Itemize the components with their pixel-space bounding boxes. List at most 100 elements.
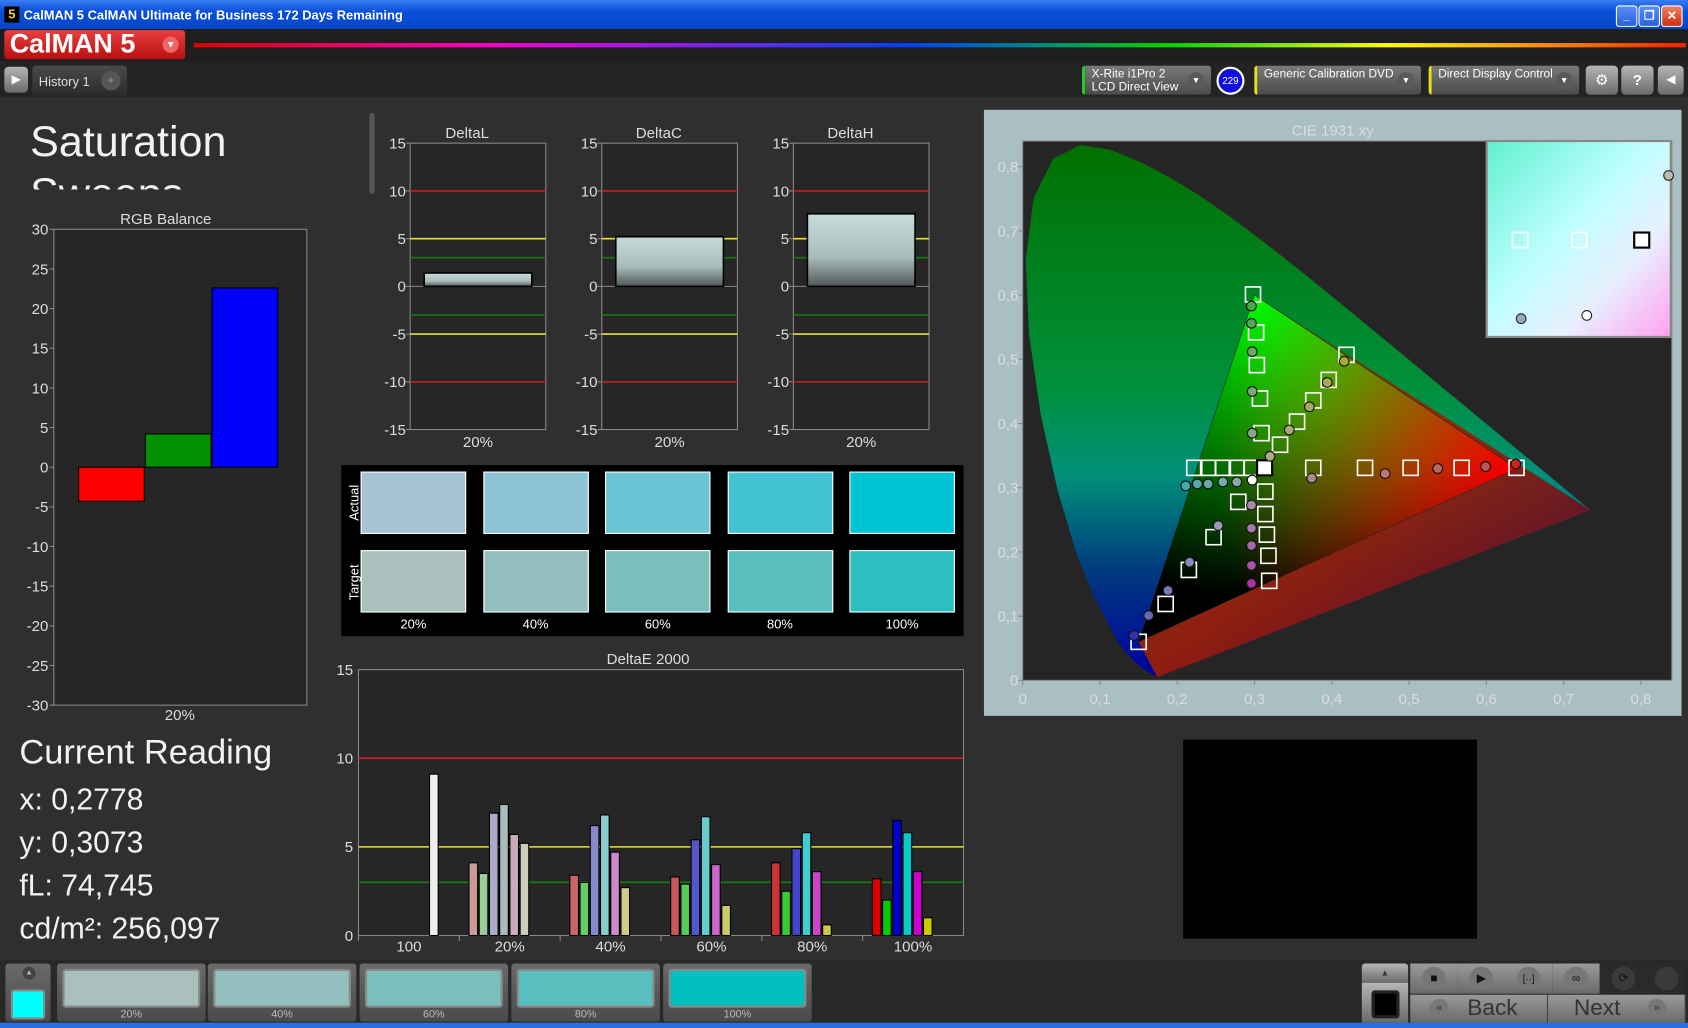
swatch-comparison: Actual Target 20% 40% 60% 80% 100% — [341, 465, 964, 637]
x-tick-label: 0,6 — [1476, 691, 1497, 708]
actual-marker-B — [1212, 520, 1224, 532]
target-marker-M — [1257, 505, 1274, 523]
deltae-bar-20%-B — [488, 812, 499, 937]
actual-marker-B — [1128, 630, 1140, 641]
meter-selector[interactable]: X-Rite i1Pro 2 LCD Direct View ▼ — [1081, 65, 1212, 95]
y-tick-label: 0,6 — [997, 288, 1018, 305]
actual-marker-C — [1191, 478, 1203, 490]
meter-mode: LCD Direct View — [1091, 80, 1179, 94]
actual-marker-B — [1184, 556, 1196, 568]
y-tick-label: 10 — [581, 183, 598, 200]
back-button[interactable]: « Back — [1410, 994, 1549, 1023]
y-tick-label: -15 — [576, 422, 598, 439]
bottom-bar: ▲ 20% 40% 60% 80% 100% ▲ ■ ▶ [··] ∞ ⟳ « Back… — [0, 960, 1688, 1023]
y-tick-label: 15 — [389, 136, 406, 153]
close-button[interactable]: ✕ — [1661, 5, 1683, 27]
actual-marker-G — [1246, 317, 1257, 329]
white-target-marker — [1255, 459, 1274, 477]
title-bar: 5 CalMAN 5 CalMAN Ultimate for Business … — [0, 0, 1688, 30]
scrollbar[interactable] — [369, 113, 375, 194]
patch-button-80%[interactable]: 80% — [511, 963, 660, 1022]
actual-marker-M — [1246, 578, 1257, 589]
y-tick-label: 10 — [32, 380, 49, 397]
refresh-button[interactable]: ⟳ — [1599, 963, 1648, 994]
restore-button[interactable]: ❐ — [1638, 5, 1661, 27]
x-tick-label: 0,2 — [1167, 691, 1188, 708]
actual-marker-G — [1246, 346, 1258, 358]
target-marker-R — [1453, 459, 1470, 477]
actual-marker-G — [1246, 300, 1257, 312]
deltae-bar-40%-B — [589, 825, 600, 937]
delta-chart-title: DeltaC — [636, 125, 682, 142]
page-title: Saturation Sweeps — [30, 118, 227, 189]
record-button[interactable] — [1647, 963, 1685, 994]
target-marker-C — [1199, 459, 1217, 477]
actual-marker-B — [1162, 585, 1174, 596]
tab-label: History 1 — [38, 74, 90, 90]
y-tick-label: 0,5 — [997, 352, 1018, 369]
chevron-up-icon[interactable]: ▲ — [1361, 963, 1409, 983]
chart-title: RGB Balance — [120, 211, 211, 228]
x-category-label: 40% — [595, 939, 625, 956]
patch-label: 40% — [271, 1008, 293, 1021]
rgb-bar-G — [144, 433, 212, 468]
patch-button-40%[interactable]: 40% — [207, 963, 357, 1022]
meter-badge[interactable]: 229 — [1216, 66, 1245, 95]
chevron-up-icon[interactable]: ▲ — [22, 966, 36, 980]
range-button[interactable]: [··] — [1504, 963, 1554, 994]
reading-y: y: 0,3073 — [19, 825, 144, 860]
actual-marker-C — [1202, 478, 1214, 490]
display-selector[interactable]: Direct Display Control ▼ — [1428, 65, 1580, 95]
play-button[interactable]: ▶ — [1457, 963, 1507, 994]
y-tick-label: 0 — [781, 279, 789, 296]
y-tick-label: 0,8 — [997, 159, 1018, 176]
deltae-2000-chart: DeltaE 2000 0 5 10 15 100 20% 40% 60% 80% 100% — [336, 651, 965, 956]
loop-button[interactable]: ∞ — [1552, 963, 1601, 994]
patch-button-100%[interactable]: 100% — [663, 963, 812, 1022]
y-tick-label: 0 — [345, 928, 353, 945]
target-marker-Y — [1271, 436, 1289, 454]
back-label: Back — [1467, 995, 1518, 1021]
chevron-down-icon: ▼ — [162, 36, 179, 53]
actual-marker-R — [1510, 458, 1522, 470]
stop-button[interactable]: ■ — [1410, 963, 1459, 994]
tab-history-1[interactable]: History 1 + — [32, 65, 128, 96]
x-tick-label: 0,4 — [1321, 691, 1342, 708]
y-tick-label: -5 — [584, 326, 597, 343]
gear-icon: ⚙ — [1595, 71, 1609, 89]
help-button[interactable]: ? — [1621, 65, 1654, 95]
y-tick-label: 5 — [589, 231, 597, 248]
delta-lch-charts: DeltaL 15 10 5 0 -5 -10 -15 20% DeltaC 15 10 5 0 -5 -10… — [384, 125, 930, 451]
actual-marker-G — [1246, 427, 1258, 439]
collapse-button[interactable]: ◀ — [1657, 65, 1684, 95]
delta-chart-title: DeltaL — [445, 125, 489, 142]
expand-sidebar-button[interactable]: ▶ — [4, 66, 28, 93]
settings-button[interactable]: ⚙ — [1585, 65, 1619, 95]
target-swatch — [360, 550, 467, 613]
patch-color — [213, 968, 351, 1008]
patch-button-20%[interactable]: 20% — [57, 963, 206, 1022]
inset-actual-marker — [1515, 313, 1527, 325]
target-label: Target — [346, 564, 362, 601]
deltae-bar-40%-R — [569, 874, 579, 937]
source-name: Generic Calibration DVD — [1263, 67, 1394, 81]
display-name: Direct Display Control — [1438, 67, 1553, 81]
source-selector[interactable]: Generic Calibration DVD ▼ — [1254, 65, 1422, 95]
deltae-bar-80%-R — [770, 862, 781, 937]
patch-button-60%[interactable]: 60% — [359, 963, 509, 1022]
reading-cdm2: cd/m²: 256,097 — [19, 911, 221, 946]
x-category-label: 20% — [463, 434, 493, 451]
y-tick-label: 25 — [32, 261, 49, 278]
x-tick-label: 0,5 — [1399, 691, 1420, 708]
add-tab-button[interactable]: + — [101, 71, 121, 91]
target-marker-B — [1157, 595, 1175, 613]
stop-measure-button[interactable] — [1361, 982, 1409, 1023]
y-tick-label: -10 — [27, 539, 49, 556]
infinity-icon: ∞ — [1564, 966, 1588, 991]
next-button[interactable]: Next » — [1548, 994, 1686, 1023]
minimize-button[interactable]: _ — [1615, 5, 1638, 27]
delta-bar — [423, 272, 533, 288]
calman-menu-button[interactable]: CalMAN 5 ▼ — [4, 30, 186, 60]
deltae-bar-60%-Y — [721, 904, 731, 937]
actual-swatch — [482, 471, 589, 534]
